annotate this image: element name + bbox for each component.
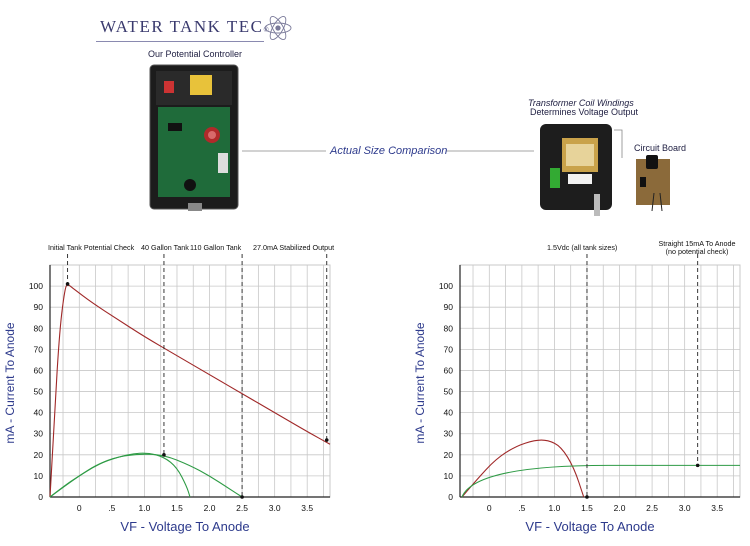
annotation-1-5vdc: 1.5Vdc (all tank sizes)	[547, 243, 617, 252]
annotation-point	[65, 282, 70, 286]
annotation-110-gallon: 110 Gallon Tank	[190, 243, 242, 252]
brand-name: WATER TANK TEC	[100, 17, 264, 36]
annotation-straight-15ma: Straight 15mA To Anode	[659, 239, 736, 248]
y-tick-label: 80	[444, 323, 454, 333]
y-tick-label: 60	[444, 365, 454, 375]
red-current-curve	[461, 439, 585, 498]
annotation-stabilized-output: 27.0mA Stabilized Output	[253, 243, 334, 252]
x-tick-label: 3.0	[269, 503, 281, 513]
y-axis-label: mA - Current To Anode	[413, 322, 427, 444]
green-current-curve	[49, 452, 191, 498]
x-tick-label: 1.0	[549, 503, 561, 513]
y-tick-label: 50	[444, 387, 454, 397]
chart-left: 0 .5 1.0 1.5 2.0 2.5 3.0 3.5 0 10 20 30 40 50 60 70 80 90…	[3, 243, 334, 534]
potential-controller-image	[149, 64, 239, 211]
y-tick-label: 40	[444, 408, 454, 418]
y-axis-label: mA - Current To Anode	[3, 322, 17, 444]
green-current-curve	[461, 464, 740, 498]
red-current-curve	[49, 284, 331, 498]
annotation-initial-tank-check: Initial Tank Potential Check	[48, 243, 135, 252]
x-tick-label: 2.5	[236, 503, 248, 513]
x-tick-label: .5	[518, 503, 525, 513]
transformer-image	[540, 124, 623, 216]
y-tick-label: 20	[444, 450, 454, 460]
potential-controller-caption: Our Potential Controller	[148, 49, 243, 59]
annotation-point	[324, 438, 329, 442]
y-tick-label: 20	[34, 450, 44, 460]
y-tick-label: 100	[439, 281, 453, 291]
y-tick-label: 60	[34, 365, 44, 375]
x-tick-label: 0	[77, 503, 82, 513]
chart-right: 0 .5 1.0 1.5 2.0 2.5 3.0 3.5 0 10 20 30 40 50 60 70 80 90…	[413, 239, 741, 534]
annotation-point	[162, 453, 166, 457]
plot-frame	[49, 264, 331, 498]
y-tick-label: 70	[444, 344, 454, 354]
y-tick-label: 50	[34, 387, 44, 397]
y-tick-label: 0	[38, 492, 43, 502]
x-tick-label: 3.0	[679, 503, 691, 513]
circuit-board-image	[636, 155, 670, 212]
transformer-caption-line1: Transformer Coil Windings	[528, 98, 634, 108]
x-tick-label: 3.5	[711, 503, 723, 513]
x-tick-label: .5	[108, 503, 115, 513]
comparison-label: Actual Size Comparison	[330, 145, 448, 157]
brand-logo-text: WATER TANK TEC®	[100, 17, 270, 37]
x-tick-label: 1.5	[171, 503, 183, 513]
annotation-point	[240, 495, 244, 499]
circuit-board-caption: Circuit Board	[634, 143, 687, 153]
y-tick-label: 10	[34, 471, 44, 481]
x-tick-label: 0	[487, 503, 492, 513]
y-tick-label: 0	[448, 492, 453, 502]
x-tick-label: 2.5	[646, 503, 658, 513]
y-tick-label: 70	[34, 344, 44, 354]
green-current-curve	[49, 453, 243, 498]
transformer-caption-line2: Determines Voltage Output	[530, 107, 639, 117]
x-tick-label: 3.5	[301, 503, 313, 513]
annotation-point	[585, 495, 589, 499]
brand-underline	[96, 41, 264, 42]
annotation-40-gallon: 40 Gallon Tank	[141, 243, 189, 252]
annotation-point	[695, 463, 700, 468]
x-axis-label: VF - Voltage To Anode	[525, 519, 654, 534]
atom-logo-icon	[264, 16, 292, 40]
x-tick-label: 2.0	[204, 503, 216, 513]
x-tick-label: 1.5	[581, 503, 593, 513]
annotation-no-potential-check: (no potential check)	[666, 247, 729, 256]
y-tick-label: 80	[34, 323, 44, 333]
y-tick-label: 90	[34, 302, 44, 312]
comparison-connector	[242, 150, 534, 152]
y-tick-label: 10	[444, 471, 454, 481]
y-tick-label: 90	[444, 302, 454, 312]
y-tick-label: 40	[34, 408, 44, 418]
x-tick-label: 1.0	[139, 503, 151, 513]
y-tick-label: 100	[29, 281, 43, 291]
y-tick-label: 30	[34, 429, 44, 439]
x-axis-label: VF - Voltage To Anode	[120, 519, 249, 534]
x-tick-label: 2.0	[614, 503, 626, 513]
y-tick-label: 30	[444, 429, 454, 439]
